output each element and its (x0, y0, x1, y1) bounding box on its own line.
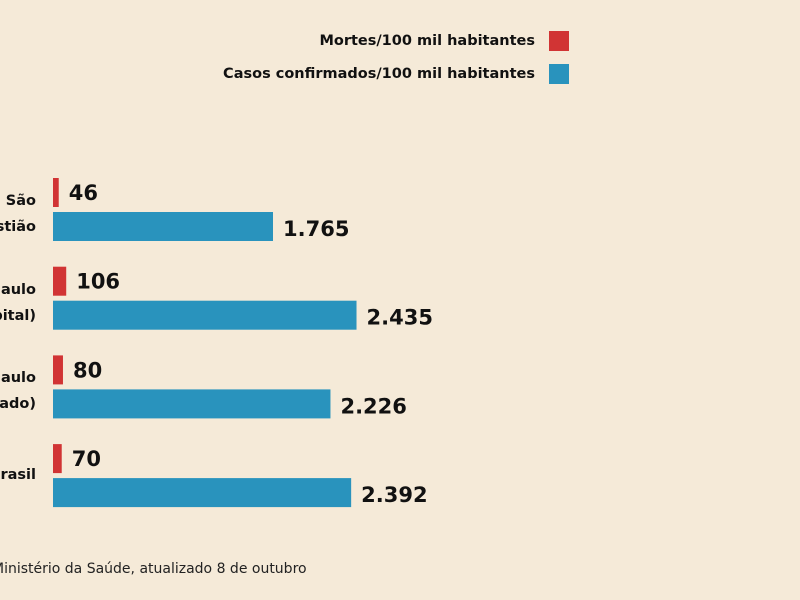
cases-bar-2 (53, 389, 331, 419)
deaths-value-label-3: 70 (72, 447, 101, 471)
category-label-line: ado) (0, 396, 36, 413)
cases-bar-3 (53, 478, 352, 508)
deaths-bar-2 (53, 355, 63, 385)
cases-bar-0 (53, 212, 273, 241)
category-label-0: São stião (0, 188, 36, 240)
deaths-bar-0 (53, 178, 59, 207)
deaths-value-label-2: 80 (73, 358, 102, 382)
legend-label-deaths: Mortes/100 mil habitantes (319, 33, 535, 49)
source-note: Ministério da Saúde, atualizado 8 de out… (0, 561, 307, 577)
legend-item-cases: Casos confirmados/100 mil habitantes (223, 64, 569, 84)
cases-value-label-3: 2.392 (361, 483, 427, 507)
legend-item-deaths: Mortes/100 mil habitantes (319, 31, 569, 51)
legend-swatch-cases (549, 64, 569, 84)
category-label-line: pital) (0, 307, 36, 324)
category-label-3: Brasil (0, 462, 36, 488)
cases-value-label-1: 2.435 (367, 306, 433, 330)
legend-label-cases: Casos confirmados/100 mil habitantes (223, 66, 535, 82)
category-label-line: aulo (0, 370, 36, 387)
deaths-value-label-1: 106 (76, 270, 120, 294)
legend-swatch-deaths (549, 31, 569, 51)
category-label-line: stião (0, 219, 36, 235)
category-label-line: aulo (0, 281, 36, 298)
category-label-2: aulo ado) (0, 365, 36, 417)
cases-value-label-0: 1.765 (283, 217, 349, 241)
category-label-line: São (5, 193, 36, 209)
cases-bar-1 (53, 300, 357, 330)
category-label-line: Brasil (0, 467, 36, 484)
deaths-value-label-0: 46 (69, 181, 98, 205)
deaths-bar-3 (53, 444, 62, 474)
deaths-bar-1 (53, 266, 67, 296)
category-label-1: aulo pital) (0, 277, 36, 329)
cases-value-label-2: 2.226 (340, 394, 406, 418)
